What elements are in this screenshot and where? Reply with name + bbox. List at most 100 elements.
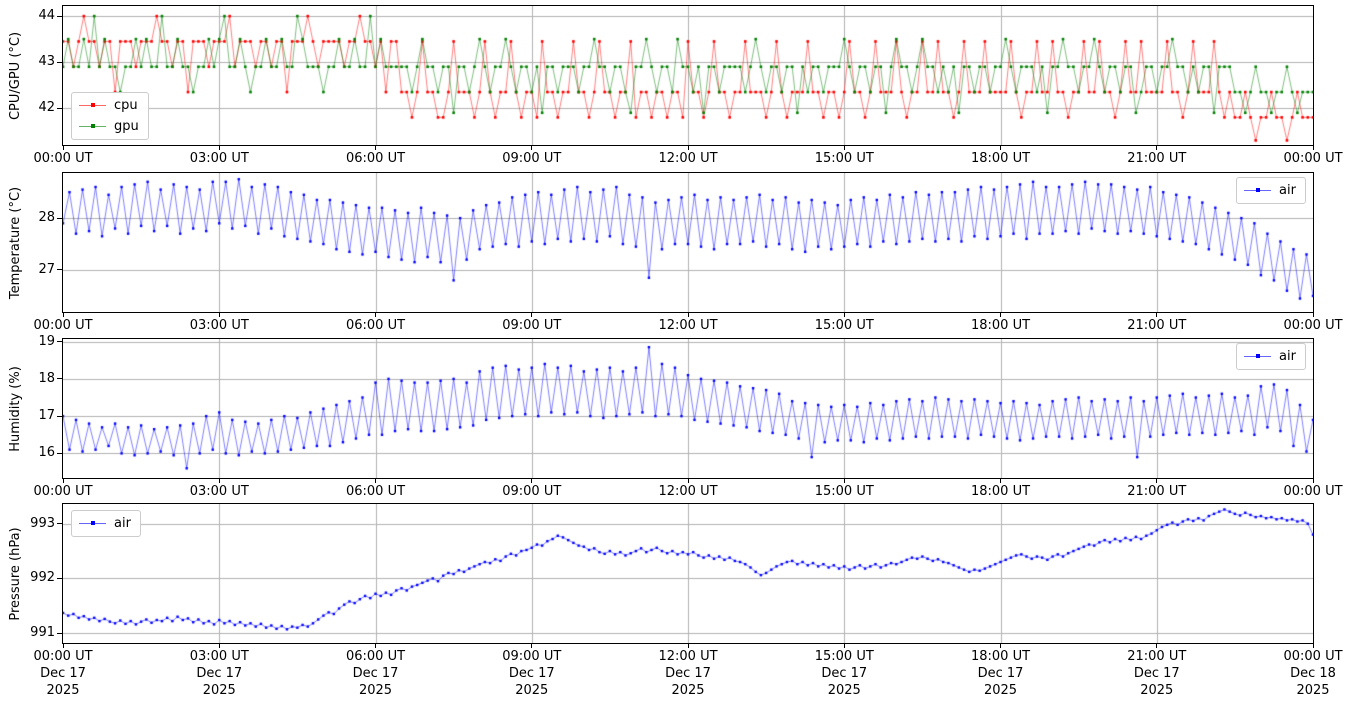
x-tick-label: 00:00 UT — [33, 318, 93, 333]
x-tick-mark — [687, 313, 689, 317]
x-tick-label: 06:00 UT — [345, 318, 406, 333]
x-tick-label: 00:00 UT — [1283, 318, 1343, 333]
plot-canvas-pressure — [63, 504, 1313, 643]
x-tick-mark — [1000, 313, 1001, 317]
x-tick-label: 18:00 UT — [970, 484, 1031, 499]
x-tick-mark — [62, 479, 64, 483]
legend-entry-air: air — [1244, 181, 1296, 200]
x-tick-mark — [531, 479, 533, 483]
plot-canvas-cpu/gpu — [63, 6, 1313, 145]
x-tick-label: 21:00 UT — [1127, 151, 1187, 166]
x-tick-label: 15:00 UT — [814, 151, 874, 166]
x-tick-label: 18:00 UT — [970, 318, 1031, 333]
legend-line-marker-icon — [1244, 353, 1271, 361]
x-tick-mark — [218, 479, 220, 483]
x-tick-mark — [1312, 146, 1314, 150]
x-tick-mark — [1000, 644, 1001, 648]
x-tick-mark — [375, 479, 376, 483]
legend-line-marker-icon — [79, 102, 106, 110]
y-tick-label: 991 — [30, 625, 55, 641]
x-tick-label: 12:00 UT — [658, 318, 718, 333]
x-tick-mark — [531, 644, 533, 648]
legend-label: gpu — [114, 119, 139, 134]
x-tick-mark — [1312, 479, 1314, 483]
y-tick-label: 42 — [38, 100, 55, 116]
x-tick-mark — [62, 644, 64, 648]
legend-line-marker-icon — [79, 123, 106, 131]
x-tick-mark — [1000, 479, 1001, 483]
legend-entry-air: air — [1244, 347, 1296, 366]
x-tick-mark — [1312, 644, 1314, 648]
x-tick-mark — [687, 479, 689, 483]
y-tick-label: 16 — [38, 445, 55, 461]
y-tick-mark — [57, 107, 62, 109]
x-tick-label: 00:00 UT — [33, 484, 93, 499]
legend-entry-gpu: gpu — [79, 117, 139, 136]
x-tick-mark — [531, 146, 533, 150]
y-tick-mark — [57, 341, 62, 343]
plot-canvas-temperature — [63, 173, 1313, 312]
legend-label: air — [1279, 349, 1296, 364]
y-tick-mark — [57, 269, 62, 271]
legend-label: air — [114, 516, 131, 531]
x-tick-mark — [218, 313, 220, 317]
x-tick-mark — [531, 313, 533, 317]
x-tick-label: 06:00 UT Dec 17 2025 — [345, 649, 406, 698]
x-tick-label: 09:00 UT — [502, 151, 562, 166]
y-tick-mark — [57, 61, 62, 63]
y-tick-label: 993 — [30, 515, 55, 531]
y-tick-mark — [57, 378, 62, 380]
x-tick-mark — [218, 644, 220, 648]
legend-label: cpu — [114, 98, 138, 113]
legend-entry-cpu: cpu — [79, 96, 139, 115]
x-tick-label: 15:00 UT — [814, 484, 874, 499]
x-tick-mark — [687, 146, 689, 150]
x-tick-label: 21:00 UT — [1127, 318, 1187, 333]
y-tick-mark — [57, 523, 62, 525]
x-tick-label: 12:00 UT — [658, 151, 718, 166]
x-tick-mark — [1156, 146, 1158, 150]
x-tick-label: 03:00 UT Dec 17 2025 — [189, 649, 249, 698]
x-tick-label: 12:00 UT — [658, 484, 718, 499]
x-tick-label: 18:00 UT Dec 17 2025 — [970, 649, 1031, 698]
x-tick-label: 15:00 UT Dec 17 2025 — [814, 649, 874, 698]
x-tick-label: 21:00 UT Dec 17 2025 — [1127, 649, 1187, 698]
y-tick-label: 17 — [38, 408, 55, 424]
y-axis-label-pressure: Pressure (hPa) — [8, 526, 23, 621]
x-tick-mark — [843, 644, 845, 648]
y-tick-label: 18 — [38, 370, 55, 386]
y-tick-mark — [57, 632, 62, 634]
legend-line-marker-icon — [1244, 187, 1271, 195]
x-tick-mark — [375, 313, 376, 317]
y-tick-label: 28 — [38, 210, 55, 226]
x-tick-label: 00:00 UT — [1283, 484, 1343, 499]
x-tick-label: 06:00 UT — [345, 151, 406, 166]
x-tick-label: 00:00 UT Dec 17 2025 — [33, 649, 93, 698]
y-tick-mark — [57, 452, 62, 454]
x-tick-mark — [375, 644, 376, 648]
x-tick-label: 12:00 UT Dec 17 2025 — [658, 649, 718, 698]
x-tick-mark — [687, 644, 689, 648]
x-tick-label: 00:00 UT — [33, 151, 93, 166]
plot-canvas-humidity — [63, 339, 1313, 478]
x-tick-label: 18:00 UT — [970, 151, 1031, 166]
x-tick-mark — [843, 479, 845, 483]
legend-label: air — [1279, 183, 1296, 198]
x-tick-mark — [218, 146, 220, 150]
y-tick-label: 44 — [38, 8, 55, 24]
x-tick-label: 00:00 UT Dec 18 2025 — [1283, 649, 1343, 698]
y-tick-label: 27 — [38, 261, 55, 277]
x-tick-mark — [1156, 644, 1158, 648]
x-tick-mark — [62, 146, 64, 150]
legend-line-marker-icon — [79, 520, 106, 528]
x-tick-label: 09:00 UT Dec 17 2025 — [502, 649, 562, 698]
x-tick-label: 09:00 UT — [502, 318, 562, 333]
x-tick-label: 03:00 UT — [189, 318, 249, 333]
x-tick-label: 06:00 UT — [345, 484, 406, 499]
x-tick-mark — [62, 313, 64, 317]
x-tick-mark — [843, 146, 845, 150]
x-tick-mark — [1312, 313, 1314, 317]
x-tick-mark — [1156, 313, 1158, 317]
x-tick-label: 03:00 UT — [189, 151, 249, 166]
legend-entry-air: air — [79, 514, 131, 533]
